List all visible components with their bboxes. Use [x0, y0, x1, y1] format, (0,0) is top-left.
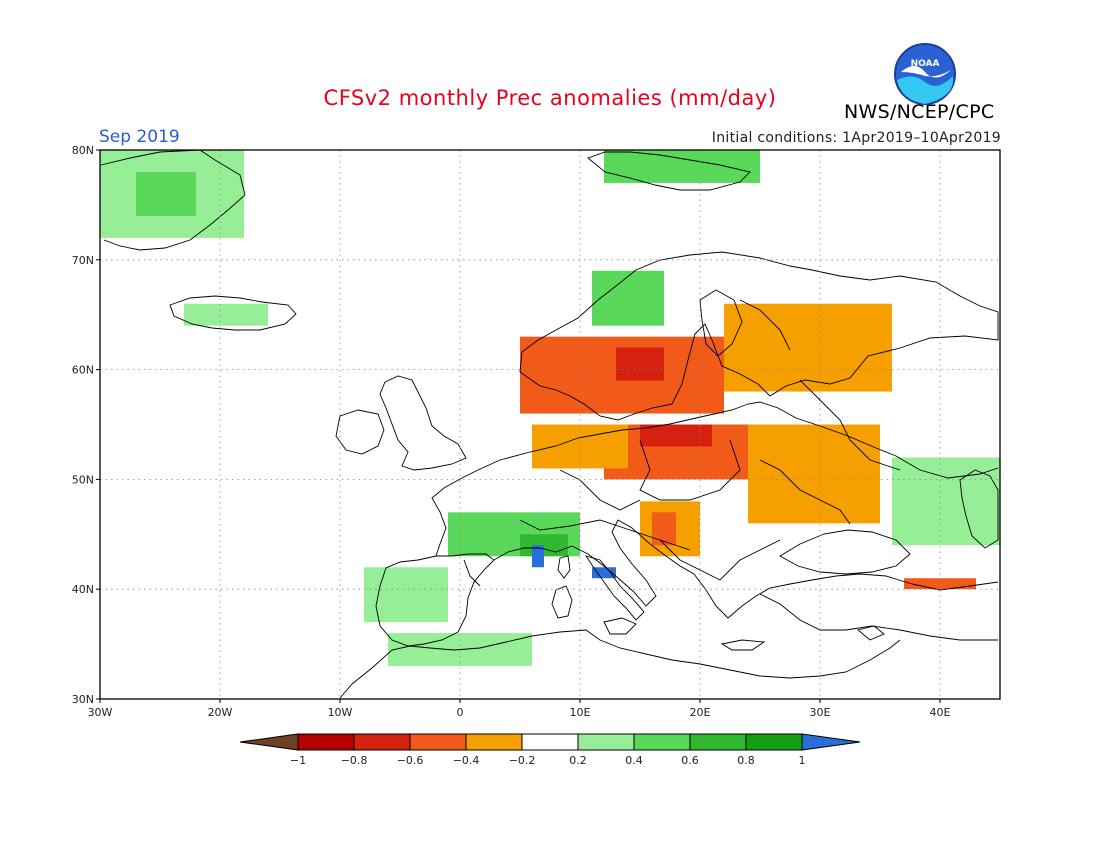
- legend-swatch: [577, 733, 635, 751]
- initial-conditions-label: Initial conditions: 1Apr2019–10Apr2019: [711, 130, 1001, 146]
- north-africa-coast: [339, 629, 901, 699]
- map-title: CFSv2 monthly Prec anomalies (mm/day): [323, 86, 777, 110]
- coastline-layer: [100, 149, 999, 699]
- corsica: [557, 555, 571, 579]
- legend-tick-label: 0.4: [625, 754, 643, 767]
- iberia-coast: [375, 553, 495, 647]
- border-finland: [739, 299, 791, 351]
- anomaly-region-iceland: [184, 303, 268, 326]
- continental-coast: [477, 401, 999, 479]
- turkey-coast: [759, 593, 998, 641]
- lon-label: 10W: [328, 706, 353, 719]
- legend-swatch: [465, 733, 523, 751]
- anomaly-region-ukraine-russia-west: [748, 424, 880, 524]
- legend-tick-label: −0.2: [509, 754, 536, 767]
- border-iberia: [463, 559, 481, 587]
- black-sea: [779, 529, 911, 575]
- legend-swatch: [521, 733, 579, 751]
- anomaly-region-balkans-core: [652, 512, 676, 546]
- crete: [720, 639, 766, 651]
- britain-coast: [379, 375, 467, 471]
- mediterranean-north-coast: [493, 519, 999, 619]
- lon-label: 0: [457, 706, 464, 719]
- lon-label: 40E: [930, 706, 951, 719]
- scandinavia-coast: [519, 251, 999, 421]
- legend-swatch: [689, 733, 747, 751]
- legend-swatch: [297, 733, 355, 751]
- legend-tick-label: 1: [799, 754, 806, 767]
- lat-label: 40N: [72, 583, 94, 596]
- noaa-logo-text: NOAA: [911, 59, 940, 69]
- lat-label: 70N: [72, 254, 94, 267]
- caspian-sea: [959, 469, 999, 549]
- lat-label: 30N: [72, 693, 94, 706]
- anomaly-region-svalbard: [604, 150, 760, 183]
- anomaly-region-greenland-east: [136, 171, 196, 216]
- legend-tick-label: 0.8: [737, 754, 755, 767]
- lon-label: 30E: [810, 706, 831, 719]
- legend-swatch-high: [801, 733, 861, 751]
- cyprus: [857, 625, 885, 641]
- svalbard-coast: [587, 151, 751, 191]
- greenland-coast: [100, 149, 246, 251]
- legend-tick-label: 0.6: [681, 754, 699, 767]
- longitude-labels: 30W 20W 10W 0 10E 20E 30E 40E: [88, 699, 951, 719]
- graticule: [100, 150, 1000, 699]
- anomaly-region-norway-coast: [592, 270, 664, 326]
- sicily: [603, 617, 637, 635]
- agency-label: NWS/NCEP/CPC: [844, 101, 995, 123]
- anomaly-region-central-sweden-core: [616, 347, 664, 381]
- lat-label: 50N: [72, 473, 94, 486]
- anomaly-region-corsica-blue: [532, 545, 544, 568]
- forecast-month-label: Sep 2019: [99, 127, 180, 147]
- border-ukraine: [759, 459, 851, 525]
- anomaly-region-russia-east: [892, 457, 1000, 546]
- ireland-coast: [335, 409, 385, 455]
- legend-swatch: [745, 733, 803, 751]
- iceland-coast: [169, 295, 297, 331]
- border-russia: [799, 379, 901, 471]
- legend-swatch: [633, 733, 691, 751]
- legend-tick-label: 0.2: [569, 754, 587, 767]
- legend-tick-label: −0.8: [341, 754, 368, 767]
- lon-label: 20W: [208, 706, 233, 719]
- noaa-logo-icon: NOAA: [894, 43, 956, 105]
- anomaly-region-finland-russia-nw: [724, 303, 892, 392]
- legend-swatch: [353, 733, 411, 751]
- legend-swatch: [409, 733, 467, 751]
- italy-boot: [584, 555, 645, 621]
- border-germany: [559, 469, 641, 511]
- border-poland: [639, 439, 741, 501]
- legend-swatch-low: [239, 733, 299, 751]
- map-frame: [99, 149, 1001, 700]
- legend-tick-label: −0.6: [397, 754, 424, 767]
- legend-tick-label: −1: [290, 754, 306, 767]
- anomaly-region-italy-blue: [592, 567, 616, 579]
- border-balkans: [659, 539, 781, 581]
- anomaly-region-turkey-north: [904, 578, 976, 590]
- anomaly-region-baltic-core: [640, 424, 712, 447]
- lat-label: 60N: [72, 364, 94, 377]
- gulf-of-bothnia: [699, 289, 743, 357]
- legend-tick-label: −0.4: [453, 754, 480, 767]
- sardinia: [551, 585, 573, 619]
- latitude-labels: 80N 70N 60N 50N 40N 30N: [72, 144, 100, 706]
- lon-label: 20E: [690, 706, 711, 719]
- lon-label: 10E: [570, 706, 591, 719]
- lon-label: 30W: [88, 706, 113, 719]
- lat-label: 80N: [72, 144, 94, 157]
